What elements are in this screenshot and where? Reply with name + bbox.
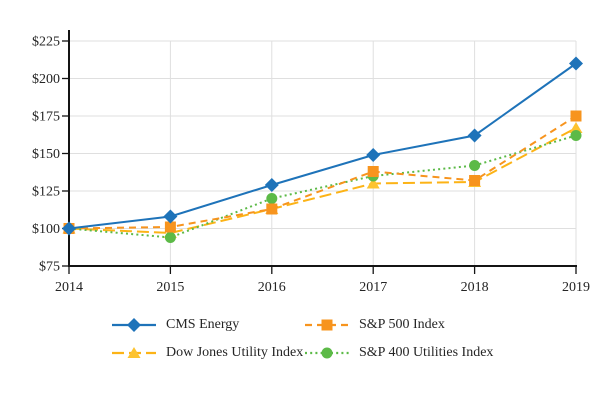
svg-text:$75: $75 — [39, 260, 60, 275]
legend-label-sp500: S&P 500 Index — [359, 317, 445, 332]
svg-text:$100: $100 — [32, 222, 60, 237]
svg-text:2017: 2017 — [359, 280, 387, 295]
line-chart: $75 $100 $125 $150 $175 $200 $225 2014 2015 2016 2… — [32, 30, 590, 295]
chart-legend: CMS Energy S&P 500 Index Dow Jones Utili… — [111, 317, 493, 361]
legend-label-sp400-utilities: S&P 400 Utilities Index — [359, 345, 494, 360]
sp400-utilities-line-swatch — [305, 347, 349, 359]
legend-item-dow-jones-utility: Dow Jones Utility Index — [111, 345, 304, 361]
legend-item-sp500: S&P 500 Index — [304, 317, 493, 333]
sp500-line-swatch — [305, 319, 349, 331]
legend-item-cms-energy: CMS Energy — [111, 317, 304, 333]
svg-text:2018: 2018 — [461, 280, 489, 295]
svg-text:$225: $225 — [32, 35, 60, 50]
cms-energy-line-swatch — [112, 318, 156, 332]
legend-item-sp400-utilities: S&P 400 Utilities Index — [304, 345, 493, 361]
svg-text:2016: 2016 — [258, 280, 286, 295]
svg-text:$175: $175 — [32, 110, 60, 125]
legend-label-dow-jones-utility: Dow Jones Utility Index — [166, 345, 304, 360]
svg-text:2019: 2019 — [562, 280, 590, 295]
svg-text:$200: $200 — [32, 72, 60, 87]
svg-text:$125: $125 — [32, 185, 60, 200]
svg-text:2015: 2015 — [156, 280, 184, 295]
svg-text:2014: 2014 — [55, 280, 83, 295]
svg-text:$150: $150 — [32, 147, 60, 162]
dow-jones-utility-line-swatch — [112, 347, 156, 358]
legend-label-cms-energy: CMS Energy — [166, 317, 240, 332]
